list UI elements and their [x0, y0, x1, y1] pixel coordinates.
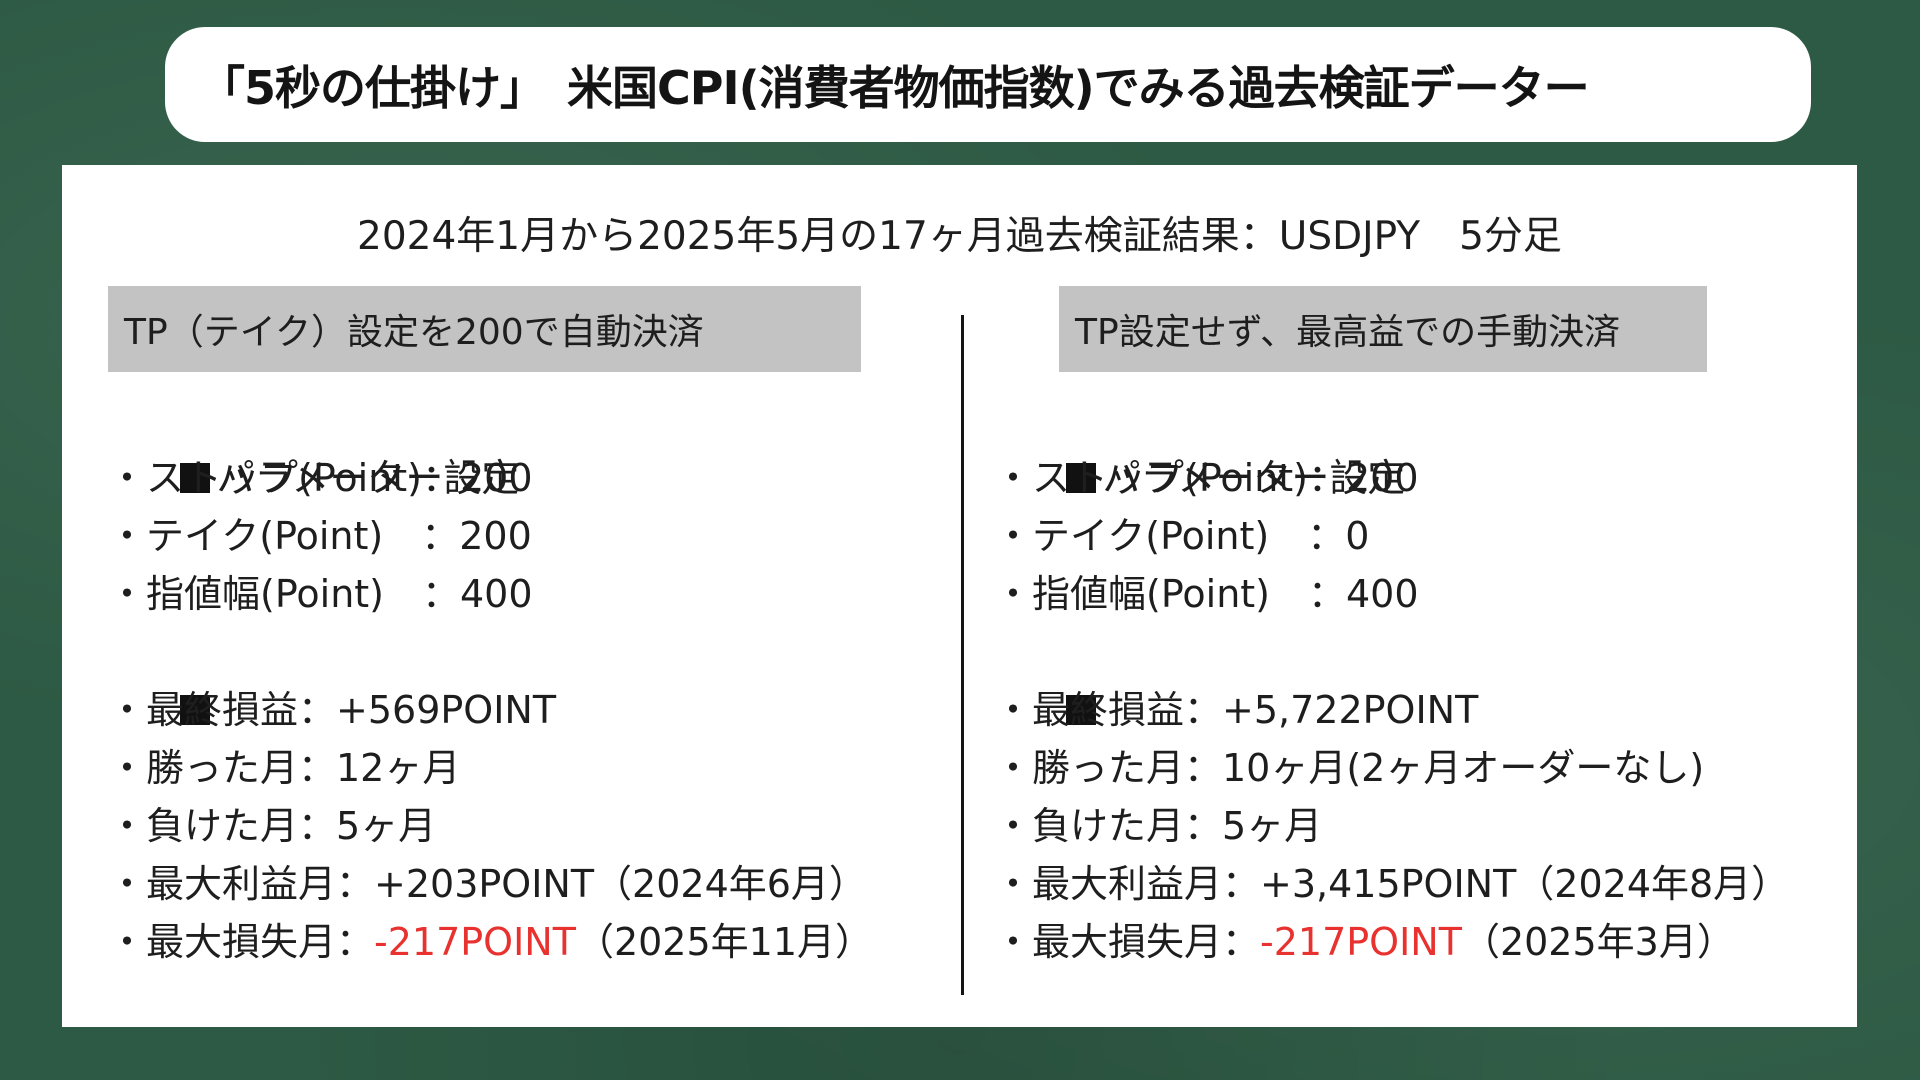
right-winning-months: ・勝った月：10ヶ月(2ヶ月オーダーなし): [994, 746, 1705, 790]
left-params-heading: パラメーター設定: [108, 391, 948, 500]
right-max-loss-date: （2025年3月）: [1461, 920, 1735, 964]
left-results-heading: [108, 623, 948, 725]
left-max-loss-month: ・最大損失月：-217POINT（2025年11月）: [108, 913, 948, 971]
right-max-loss-value: -217POINT: [1260, 920, 1462, 964]
black-square-icon: [180, 695, 211, 725]
right-final-pnl: ・最終損益：+5,722POINT: [994, 688, 1479, 732]
right-max-profit-month: ・最大利益月：+3,415POINT（2024年8月）: [994, 862, 1790, 906]
black-square-icon: [180, 463, 211, 493]
black-square-icon: [1066, 695, 1097, 725]
content-panel: 2024年1月から2025年5月の17ヶ月過去検証結果：USDJPY 5分足 T…: [62, 165, 1857, 1027]
subtitle: 2024年1月から2025年5月の17ヶ月過去検証結果：USDJPY 5分足: [357, 214, 1562, 259]
right-params-heading-label: パラメーター設定: [1102, 456, 1406, 500]
right-max-loss-month: ・最大損失月：-217POINT（2025年3月）: [994, 913, 1854, 971]
left-params-heading-label: パラメーター設定: [216, 456, 520, 500]
left-final-pnl: ・最終損益：+569POINT: [108, 688, 557, 732]
right-param-stop: ・ストップ(Point)：200: [994, 456, 1419, 500]
left-winning-months: ・勝った月：12ヶ月: [108, 746, 461, 790]
right-column: パラメーター設定 ・ストップ(Point)：200 ・テイク(Point) ：0…: [994, 391, 1854, 971]
black-square-icon: [1066, 463, 1097, 493]
left-column: パラメーター設定 ・ストップ(Point)：200 ・テイク(Point) ：2…: [108, 391, 948, 971]
right-param-limit-width: ・指値幅(Point) ：400: [994, 572, 1419, 616]
right-section-header: TP設定せず、最高益での手動決済: [1059, 286, 1707, 372]
left-max-loss-label: ・最大損失月：: [108, 920, 375, 964]
right-losing-months: ・負けた月：5ヶ月: [994, 804, 1323, 848]
left-section-header: TP（テイク）設定を200で自動決済: [108, 286, 861, 372]
right-results-heading: [994, 623, 1854, 725]
left-param-take: ・テイク(Point) ：200: [108, 514, 532, 558]
left-max-loss-date: （2025年11月）: [575, 920, 873, 964]
page-title: 「5秒の仕掛け」 米国CPI(消費者物価指数)でみる過去検証データー: [199, 60, 1590, 115]
left-max-profit-month: ・最大利益月：+203POINT（2024年6月）: [108, 862, 867, 906]
column-divider: [961, 315, 964, 995]
left-param-stop: ・ストップ(Point)：200: [108, 456, 533, 500]
left-max-loss-value: -217POINT: [374, 920, 576, 964]
title-banner: 「5秒の仕掛け」 米国CPI(消費者物価指数)でみる過去検証データー: [165, 27, 1811, 142]
left-losing-months: ・負けた月：5ヶ月: [108, 804, 437, 848]
right-max-loss-label: ・最大損失月：: [994, 920, 1261, 964]
left-param-limit-width: ・指値幅(Point) ：400: [108, 572, 533, 616]
right-params-heading: パラメーター設定: [994, 391, 1854, 500]
right-param-take: ・テイク(Point) ：0: [994, 514, 1370, 558]
